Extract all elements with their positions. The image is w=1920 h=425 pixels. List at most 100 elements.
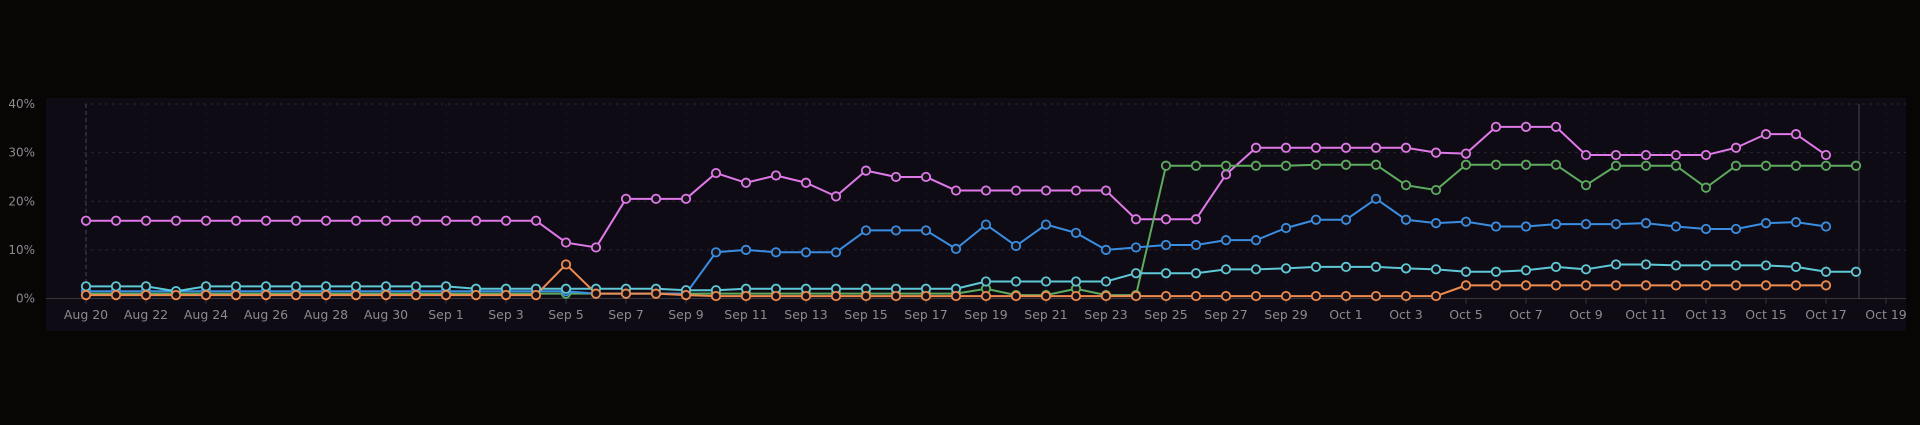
data-point	[1700, 260, 1712, 271]
data-point	[920, 171, 932, 183]
x-tick-label: Oct 3	[1389, 307, 1423, 322]
data-point	[1730, 280, 1742, 291]
data-point	[80, 289, 92, 301]
data-point	[1400, 214, 1412, 225]
data-point	[1430, 218, 1442, 229]
data-point	[1730, 260, 1742, 271]
data-point	[1610, 280, 1622, 291]
data-point	[260, 289, 272, 301]
data-point	[290, 215, 302, 226]
data-point	[1580, 219, 1592, 230]
data-point	[80, 281, 92, 292]
data-point	[440, 281, 452, 292]
data-point	[1670, 260, 1682, 271]
data-point	[470, 289, 482, 301]
data-point	[1340, 290, 1352, 302]
data-point	[1280, 160, 1292, 171]
x-tick-label: Sep 3	[488, 307, 524, 322]
data-point	[1550, 261, 1562, 272]
data-point	[1070, 276, 1082, 287]
data-point	[1040, 276, 1052, 287]
data-point	[740, 177, 752, 188]
x-tick-label: Sep 1	[428, 307, 464, 322]
data-point	[1430, 147, 1442, 158]
data-point	[1520, 121, 1532, 132]
data-point	[1670, 221, 1682, 232]
data-point	[170, 215, 182, 226]
data-point	[380, 281, 392, 292]
data-point	[1070, 290, 1082, 302]
data-point	[1190, 160, 1202, 171]
data-point	[1760, 129, 1772, 140]
data-point	[1400, 290, 1412, 302]
data-point	[770, 290, 782, 302]
data-point	[140, 215, 152, 226]
data-point	[650, 288, 662, 299]
axes: 0% 10% 20% 30% 40% Aug 20 Aug 22 Aug 24 Aug 26 Au…	[8, 97, 1906, 322]
data-point	[470, 215, 482, 226]
y-tick-label: 20%	[8, 194, 35, 208]
data-point	[1490, 221, 1502, 232]
data-point	[950, 185, 962, 196]
data-point	[530, 289, 542, 301]
data-point	[1340, 159, 1352, 170]
data-point	[320, 215, 332, 226]
data-point	[1130, 242, 1142, 253]
data-point	[110, 289, 122, 301]
data-point	[1670, 280, 1682, 291]
data-point	[1040, 185, 1052, 196]
data-point	[950, 243, 962, 255]
data-point	[1700, 182, 1712, 193]
x-tick-label: Oct 17	[1805, 307, 1847, 322]
data-point	[1490, 121, 1502, 132]
x-tick-label: Aug 22	[124, 307, 168, 322]
y-tick-label: 40%	[8, 97, 35, 111]
data-point	[230, 289, 242, 301]
x-tick-label: Sep 15	[844, 307, 887, 322]
data-point	[1100, 290, 1112, 302]
data-point	[860, 225, 872, 236]
data-point	[1610, 160, 1622, 171]
data-point	[380, 215, 392, 226]
data-point	[1640, 218, 1652, 229]
data-point	[500, 215, 512, 226]
y-tick-label: 30%	[8, 146, 35, 160]
data-point	[1010, 185, 1022, 196]
data-point	[980, 219, 992, 230]
data-point	[1250, 235, 1262, 246]
data-point	[1580, 280, 1592, 291]
data-point	[1730, 160, 1742, 171]
x-tick-label: Oct 15	[1745, 307, 1787, 322]
data-point	[1070, 185, 1082, 196]
data-point	[1760, 218, 1772, 229]
data-point	[650, 193, 662, 204]
data-point	[1250, 142, 1262, 153]
data-point	[1160, 268, 1172, 279]
data-point	[230, 281, 242, 292]
data-point	[1820, 266, 1832, 277]
data-point	[1370, 290, 1382, 302]
x-tick-label: Sep 19	[964, 307, 1007, 322]
x-tick-label: Oct 19	[1865, 307, 1907, 322]
data-point	[1460, 280, 1472, 291]
data-point	[1340, 214, 1352, 225]
data-point	[1640, 259, 1652, 270]
data-point	[260, 281, 272, 292]
x-tick-label: Oct 9	[1569, 307, 1603, 322]
data-point	[1370, 261, 1382, 272]
data-point	[1520, 265, 1532, 276]
x-tick-label: Sep 25	[1144, 307, 1187, 322]
data-point	[1790, 261, 1802, 272]
data-point	[1280, 222, 1292, 234]
data-point	[1040, 290, 1052, 302]
data-point	[1370, 142, 1382, 153]
data-point	[1820, 280, 1832, 291]
data-point	[1070, 227, 1082, 238]
data-point	[830, 290, 842, 302]
data-point	[1760, 160, 1772, 171]
data-point	[290, 289, 302, 301]
data-point	[1220, 160, 1232, 171]
data-point	[530, 215, 542, 226]
data-point	[1190, 290, 1202, 302]
